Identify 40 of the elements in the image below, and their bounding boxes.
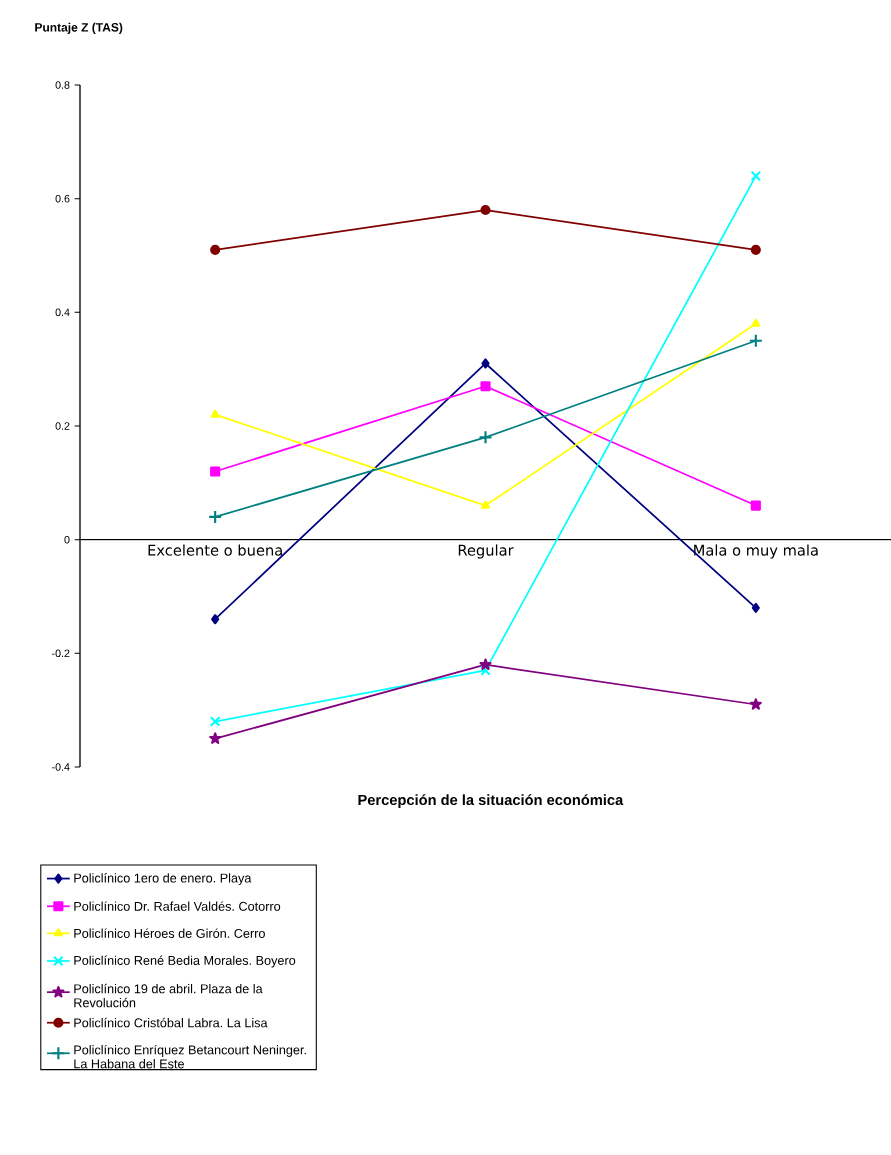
x-axis-title: Percepción de la situación económica (358, 794, 624, 808)
y-tick-label: 0.8 (55, 81, 70, 89)
point (749, 698, 762, 710)
legend-label: Policlínico 19 de abril. Plaza de la Revolución (74, 983, 263, 1008)
point (210, 466, 221, 477)
point (209, 732, 222, 744)
point (751, 602, 760, 613)
point (210, 409, 220, 418)
point (750, 500, 761, 511)
point (750, 170, 762, 182)
point (480, 381, 491, 392)
y-tick-label: 0.6 (55, 194, 70, 203)
y-tick-label: -0.4 (52, 763, 70, 771)
point (208, 509, 223, 525)
legend-label: Policlínico 1ero de enero. Playa (74, 873, 252, 886)
y-tick-label: 0 (64, 535, 70, 544)
legend-label: Policlínico Dr. Rafael Valdés. Cotorro (74, 901, 281, 911)
point (479, 658, 492, 670)
y-tick-label: -0.2 (52, 649, 70, 658)
point (480, 500, 491, 509)
x-tick-label: Excelente o buena (148, 544, 282, 556)
point (480, 204, 491, 216)
point (481, 358, 490, 369)
point (209, 716, 221, 727)
legend-label: Policlínico Enríquez Betancourt Neninger. La Habana del Este (74, 1044, 306, 1069)
legend-label: Policlínico René Bedia Morales. Boyero (74, 955, 296, 968)
x-tick-label: Mala o muy mala (694, 544, 818, 559)
legend-label: Policlínico Héroes de Girón. Cerro (74, 928, 265, 938)
point (750, 244, 761, 255)
y-tick-label: 0.2 (55, 422, 70, 430)
y-axis-title: Puntaje Z (TAS) (35, 22, 123, 34)
x-tick-label: Regular (458, 544, 514, 559)
point (478, 430, 493, 445)
point (210, 244, 221, 255)
point (480, 665, 491, 676)
legend-label: Policlínico Cristóbal Labra. La Lisa (74, 1017, 268, 1028)
y-tick-label: 0.4 (55, 308, 70, 317)
point (211, 614, 220, 625)
point (751, 318, 761, 327)
point (748, 333, 763, 348)
